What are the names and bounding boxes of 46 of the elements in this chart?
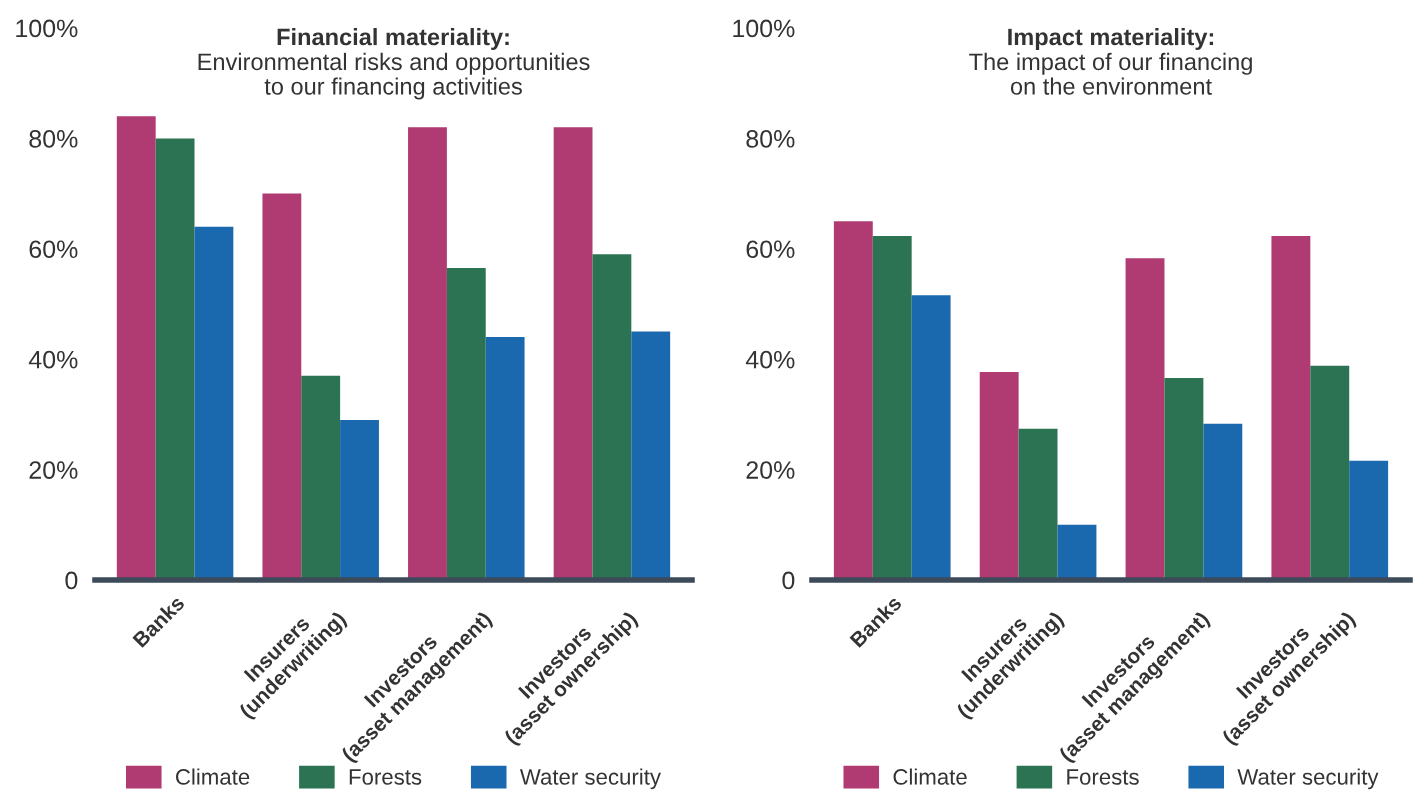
text: Environmental risks and opportunities to our financing activities [198, 52, 590, 100]
bar [262, 193, 302, 580]
legend-label: Climate [176, 768, 250, 785]
bar [1271, 236, 1311, 580]
bar [1057, 524, 1097, 580]
y-tick-label: 40% [28, 350, 78, 369]
bar [485, 337, 525, 580]
bar [911, 295, 951, 580]
bar [592, 254, 632, 580]
y-tick-label: 80% [29, 130, 78, 148]
text: The impact of our financing on the environment [969, 52, 1252, 95]
bar [1018, 428, 1058, 580]
bar [408, 127, 447, 580]
y-tick-label: 20% [746, 461, 795, 479]
y-tick-label: 60% [746, 240, 795, 259]
bar [553, 127, 593, 580]
bar [340, 419, 379, 580]
legend-label: Water security [519, 768, 661, 790]
bar [194, 226, 234, 580]
chart-title: Financial materiality: [277, 28, 509, 51]
y-tick-label: 60% [29, 240, 78, 259]
bar [631, 331, 671, 580]
bar [979, 371, 1019, 580]
bar [1164, 377, 1204, 580]
y-tick-label: 100% [733, 19, 795, 38]
legend-label: Forests [349, 769, 422, 785]
bar [833, 221, 873, 580]
y-tick-label: 80% [746, 130, 795, 148]
legend-label: Water security [1237, 768, 1379, 790]
bar [1349, 460, 1389, 580]
legend-label: Climate [893, 768, 967, 785]
y-tick-label: 0 [782, 571, 795, 590]
y-tick-label: 100% [16, 19, 78, 38]
bar [446, 268, 486, 580]
y-tick-label: 20% [29, 461, 78, 479]
legend-label: Forests [1067, 769, 1139, 785]
bar [1203, 423, 1243, 580]
chart-title: Impact materiality: [1008, 28, 1214, 51]
bar [155, 138, 195, 580]
bar [1125, 258, 1165, 580]
y-tick-label: 0 [65, 571, 78, 590]
bar [1310, 365, 1350, 580]
bar [301, 375, 341, 580]
bar [872, 236, 912, 580]
bar [116, 116, 156, 580]
y-tick-label: 40% [745, 350, 795, 369]
